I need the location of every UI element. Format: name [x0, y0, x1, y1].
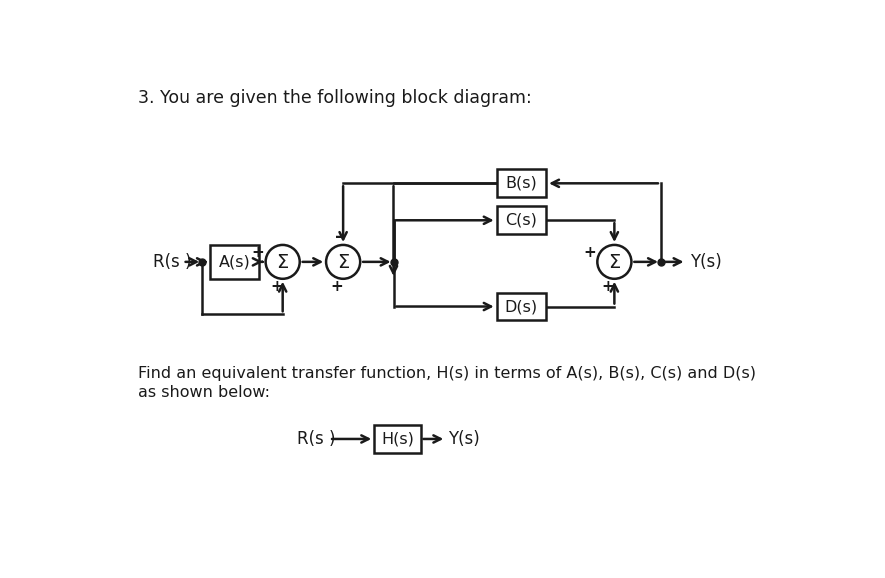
Text: Y(s): Y(s) — [689, 253, 721, 271]
Bar — [496, 292, 546, 320]
Circle shape — [597, 245, 631, 279]
Text: +: + — [602, 279, 614, 294]
Text: B(s): B(s) — [505, 176, 537, 191]
Bar — [496, 169, 546, 197]
Text: Find an equivalent transfer function, H(s) in terms of A(s), B(s), C(s) and D(s): Find an equivalent transfer function, H(… — [138, 366, 756, 381]
Text: D(s): D(s) — [504, 299, 538, 314]
Text: +: + — [251, 245, 265, 260]
Text: Σ: Σ — [337, 253, 350, 272]
Text: C(s): C(s) — [505, 213, 537, 228]
Text: -: - — [335, 228, 343, 246]
Text: H(s): H(s) — [381, 431, 414, 446]
Text: Σ: Σ — [608, 253, 620, 272]
Text: Σ: Σ — [276, 253, 289, 272]
Text: R(s ): R(s ) — [153, 253, 192, 271]
Text: +: + — [331, 279, 343, 294]
Text: 3. You are given the following block diagram:: 3. You are given the following block dia… — [138, 88, 532, 106]
Circle shape — [266, 245, 300, 279]
Text: +: + — [270, 279, 283, 294]
Text: A(s): A(s) — [219, 254, 250, 269]
Text: as shown below:: as shown below: — [138, 385, 270, 400]
Circle shape — [326, 245, 360, 279]
Text: R(s ): R(s ) — [296, 430, 335, 448]
Bar — [374, 425, 420, 453]
Text: Y(s): Y(s) — [448, 430, 480, 448]
Text: +: + — [583, 245, 596, 260]
Bar — [496, 206, 546, 234]
Bar — [210, 245, 259, 279]
